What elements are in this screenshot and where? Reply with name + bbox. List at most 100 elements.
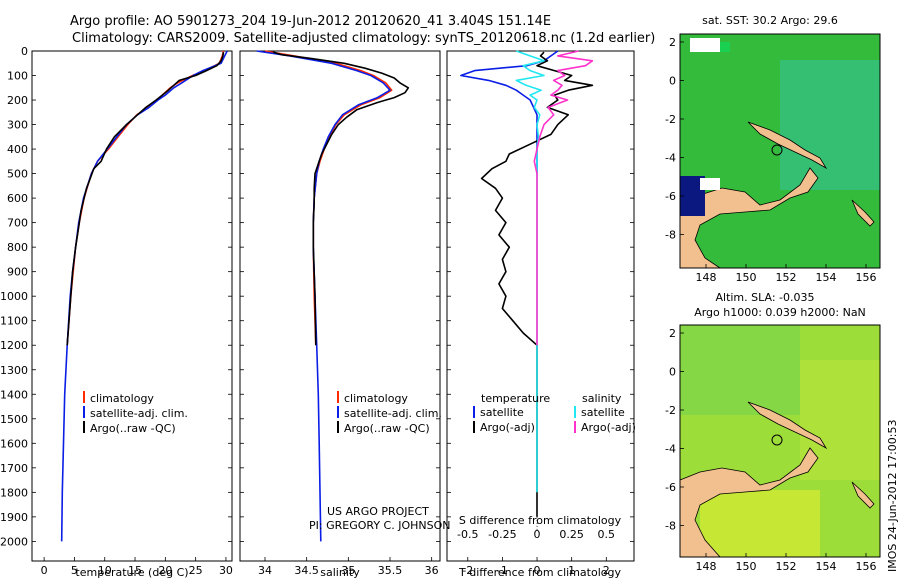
map1-title: sat. SST: 30.2 Argo: 29.6: [702, 14, 838, 27]
map-axes: 148 150 152 154 156 2 0 -2 -4 -6 -8 148 150 152 154 156…: [665, 36, 876, 573]
legend-temperature-title: temperature: [481, 392, 550, 405]
series-line-satellite-adj-clim-: [256, 50, 391, 542]
map-x-tick-label: 152: [776, 271, 797, 284]
sla-map-land-newireland: [747, 401, 828, 450]
depth-tick-label: 1300: [0, 364, 28, 377]
legend-satellite-label: satellite-adj. clim.: [90, 407, 188, 420]
depth-tick-label: 300: [7, 119, 28, 132]
map-y-tick-label: 0: [669, 75, 676, 88]
map-y-tick-label: -2: [665, 404, 676, 417]
map-y-tick-label: 2: [669, 327, 676, 340]
top-tick-label: -0.25: [488, 528, 516, 541]
depth-tick-label: 1900: [0, 511, 28, 524]
sst-map-land-newireland: [747, 121, 828, 170]
x-tick-label: 20: [158, 564, 172, 577]
x-tick-label: 0: [534, 564, 541, 577]
depth-tick-label: 400: [7, 143, 28, 156]
map2-title-line2: Argo h1000: 0.039 h2000: NaN: [694, 306, 866, 319]
x-tick-label: 15: [128, 564, 142, 577]
map-x-tick-label: 152: [776, 560, 797, 573]
top-tick-label: 0.5: [598, 528, 616, 541]
sla-map-argo-marker: [771, 434, 783, 446]
legend-salinity-title: salinity: [582, 392, 622, 405]
depth-tick-label: 1200: [0, 339, 28, 352]
sst-map-land-newguinea: [679, 167, 819, 269]
series-line-climatology: [264, 50, 393, 346]
map-y-tick-label: 2: [669, 36, 676, 49]
sst-map-cloud-mask-white: [700, 178, 720, 190]
x-tick-label: 34: [258, 564, 272, 577]
x-tick-label: 36: [425, 564, 439, 577]
x-tick-label: 2: [603, 564, 610, 577]
map2-title-line1: Altim. SLA: -0.035: [715, 291, 814, 304]
temperature-plot-frame: [31, 50, 233, 562]
map-y-tick-label: -8: [665, 520, 676, 533]
legend-argo-label: Argo(..raw -QC): [90, 422, 176, 435]
project-pi: PI: GREGORY C. JOHNSON: [309, 519, 450, 532]
depth-tick-label: 200: [7, 94, 28, 107]
legend-s-satellite-label: satellite: [581, 406, 625, 419]
depth-tick-label: 900: [7, 266, 28, 279]
sst-map: [679, 33, 881, 269]
depth-tick-label: 600: [7, 192, 28, 205]
map-y-tick-label: -2: [665, 113, 676, 126]
sst-map-warm-cell: [720, 42, 730, 52]
depth-tick-label: 800: [7, 241, 28, 254]
map-x-tick-label: 154: [816, 560, 837, 573]
sla-map-patch-a: [680, 325, 800, 415]
sst-map-cool-patch: [780, 60, 880, 190]
legend-argo-label: Argo(..raw -QC): [344, 422, 430, 435]
depth-tick-label: 2000: [0, 535, 28, 548]
sst-map-frame: [679, 33, 881, 269]
difference-plot-frame: [446, 50, 635, 562]
series-line-argo-raw-qc-: [66, 52, 225, 346]
top-tick-label: -0.5: [457, 528, 478, 541]
map-x-tick-label: 150: [736, 271, 757, 284]
x-tick-label: 35.5: [378, 564, 403, 577]
map-x-tick-label: 148: [696, 560, 717, 573]
sst-map-cloud-gap: [690, 38, 720, 52]
depth-tick-label: 1100: [0, 315, 28, 328]
map-x-tick-label: 150: [736, 560, 757, 573]
map-y-tick-label: 0: [669, 366, 676, 379]
depth-tick-label: 500: [7, 168, 28, 181]
salinity-legend: climatology satellite-adj. clim. Argo(..…: [337, 391, 442, 435]
depth-tick-label: 1700: [0, 462, 28, 475]
sla-map-patch-c: [700, 490, 820, 557]
difference-chart: -2 -1 0 1 2 -0.5 -0.25 0 0.25 0.5: [457, 50, 616, 577]
map-y-tick-label: -6: [665, 190, 676, 203]
project-name: US ARGO PROJECT: [327, 505, 429, 518]
depth-tick-label: 1000: [0, 290, 28, 303]
x-tick-label: 5: [71, 564, 78, 577]
map-x-tick-label: 148: [696, 271, 717, 284]
map-y-tick-label: -8: [665, 229, 676, 242]
map-y-tick-label: -4: [665, 443, 676, 456]
salinity-chart: 34 34.5 35 35.5 36: [256, 50, 439, 577]
series-line-climatology: [66, 50, 225, 346]
legend-s-argo-label: Argo(-adj): [581, 421, 636, 434]
temperature-xlabel: temperature (deg C): [75, 566, 188, 579]
depth-tick-label: 1600: [0, 437, 28, 450]
timestamp-stamp: IMOS 24-Jun-2012 17:00:53: [886, 419, 899, 572]
x-tick-label: 34.5: [294, 564, 319, 577]
legend-t-argo-label: Argo(-adj): [480, 421, 535, 434]
depth-tick-label: 1800: [0, 486, 28, 499]
legend-t-satellite-label: satellite: [480, 406, 524, 419]
depth-tick-label: 700: [7, 217, 28, 230]
figure-title-line2: Climatology: CARS2009. Satellite-adjuste…: [72, 31, 655, 46]
difference-xlabel-top: S difference from climatology: [459, 514, 622, 527]
figure-title-line1: Argo profile: AO 5901273_204 19-Jun-2012…: [70, 14, 551, 29]
x-tick-label: 1: [568, 564, 575, 577]
legend-satellite-label: satellite-adj. clim.: [344, 407, 442, 420]
map-x-tick-label: 154: [816, 271, 837, 284]
salinity-plot-frame: [239, 50, 441, 562]
series-line-s-argo-adj-: [533, 50, 594, 346]
x-tick-label: 35: [341, 564, 355, 577]
sla-map-land-newguinea: [679, 447, 819, 558]
map-x-tick-label: 156: [856, 271, 877, 284]
sst-map-argo-marker: [771, 144, 783, 156]
difference-legend: temperature salinity satellite Argo(-adj…: [473, 392, 636, 434]
x-tick-label: 30: [219, 564, 233, 577]
top-tick-label: 0: [534, 528, 541, 541]
